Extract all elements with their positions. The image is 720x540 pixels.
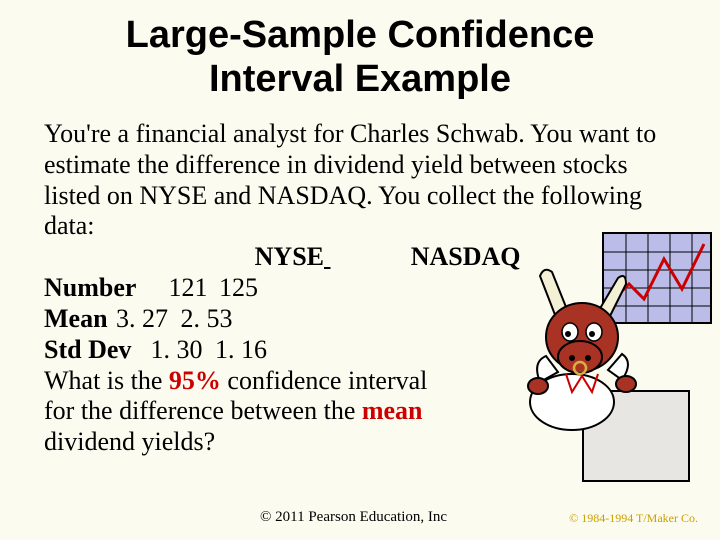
stddev-nasdaq: 1. 16 bbox=[215, 334, 267, 365]
intro-paragraph: You're a financial analyst for Charles S… bbox=[44, 119, 676, 242]
label-mean: Mean bbox=[44, 303, 108, 334]
q-percent: 95% bbox=[169, 366, 221, 395]
number-nasdaq: 125 bbox=[219, 272, 258, 303]
header-nyse: NYSE bbox=[44, 242, 324, 272]
label-stddev: Std Dev bbox=[44, 334, 144, 365]
q-pre: What is the bbox=[44, 366, 169, 395]
mean-nyse: 3. 27 bbox=[116, 303, 174, 334]
label-number: Number bbox=[44, 272, 162, 303]
copyright-pearson: © 2011 Pearson Education, Inc bbox=[260, 509, 447, 526]
q-mean: mean bbox=[362, 396, 423, 425]
title-line-2: Interval Example bbox=[209, 58, 511, 100]
number-nyse: 121 bbox=[169, 272, 213, 303]
mean-nasdaq: 2. 53 bbox=[181, 303, 233, 334]
q-post: dividend yields? bbox=[44, 427, 215, 456]
slide-title: Large-Sample Confidence Interval Example bbox=[0, 0, 720, 119]
stddev-nyse: 1. 30 bbox=[151, 334, 209, 365]
bull-illustration bbox=[522, 232, 712, 482]
header-nasdaq: NASDAQ bbox=[331, 242, 521, 272]
copyright-tmaker: © 1984-1994 T/Maker Co. bbox=[569, 511, 698, 526]
bull-icon bbox=[522, 262, 652, 432]
question-text: What is the 95% confidence interval for … bbox=[44, 366, 464, 458]
title-line-1: Large-Sample Confidence bbox=[126, 14, 595, 56]
